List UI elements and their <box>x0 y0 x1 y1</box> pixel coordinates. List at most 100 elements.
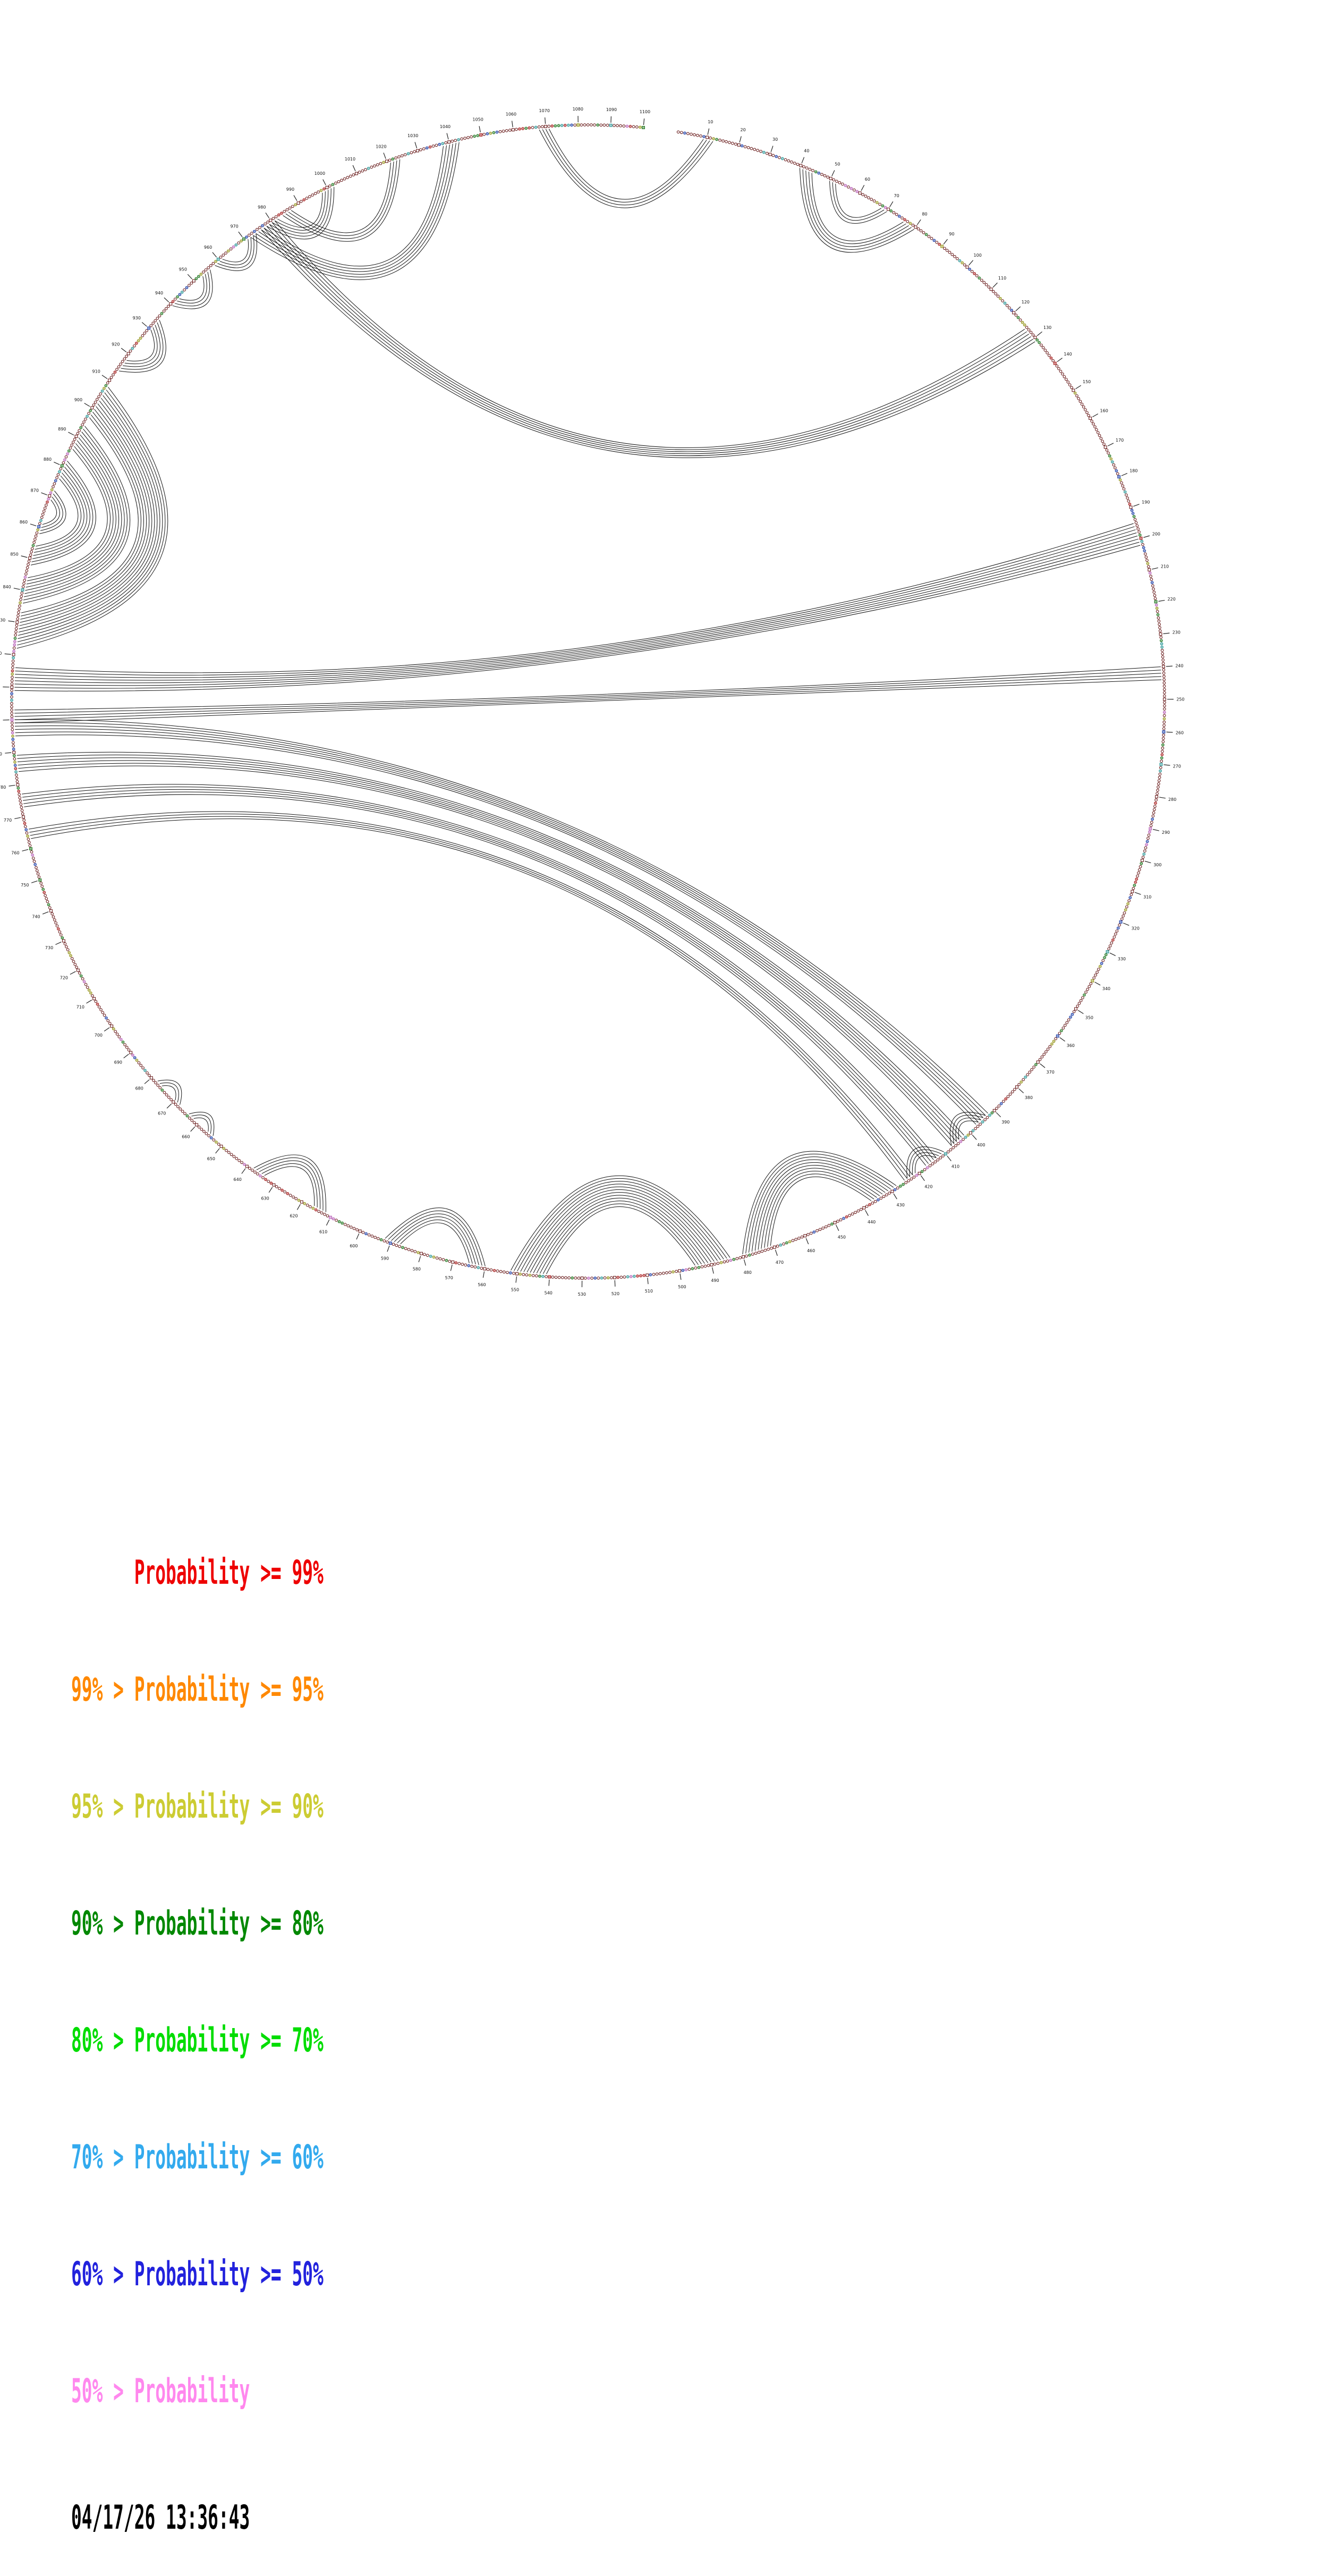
svg-text:510: 510 <box>645 1289 653 1294</box>
svg-text:70: 70 <box>894 193 899 198</box>
legend-row-99: Probability >= 99% <box>71 1553 324 1592</box>
svg-text:750: 750 <box>21 883 29 888</box>
svg-text:990: 990 <box>286 187 294 192</box>
svg-text:530: 530 <box>578 1292 586 1297</box>
svg-text:230: 230 <box>1172 630 1180 635</box>
svg-text:1100: 1100 <box>640 109 650 114</box>
legend-row-70: 80% > Probability >= 70% <box>71 2021 324 2060</box>
svg-text:240: 240 <box>1175 663 1183 668</box>
svg-text:320: 320 <box>1132 926 1140 931</box>
svg-text:50: 50 <box>835 162 840 167</box>
svg-text:730: 730 <box>45 945 53 950</box>
svg-text:220: 220 <box>1168 597 1176 602</box>
svg-text:120: 120 <box>1022 300 1030 305</box>
svg-text:140: 140 <box>1064 352 1072 357</box>
svg-text:480: 480 <box>744 1270 752 1275</box>
svg-text:900: 900 <box>74 398 82 402</box>
svg-text:440: 440 <box>868 1220 876 1224</box>
svg-text:850: 850 <box>10 552 18 557</box>
tick-mark-layer: 1020304050607080901001101201301401501601… <box>0 107 1185 1297</box>
svg-text:610: 610 <box>319 1229 327 1234</box>
svg-text:910: 910 <box>92 369 100 374</box>
legend-row-50: 60% > Probability >= 50% <box>71 2254 324 2294</box>
svg-text:560: 560 <box>478 1282 486 1287</box>
svg-text:620: 620 <box>290 1214 298 1219</box>
svg-text:670: 670 <box>158 1111 166 1116</box>
svg-text:60: 60 <box>865 177 870 182</box>
svg-text:660: 660 <box>182 1135 190 1139</box>
svg-text:690: 690 <box>114 1060 122 1065</box>
svg-text:1060: 1060 <box>506 112 516 116</box>
svg-text:150: 150 <box>1083 379 1091 384</box>
legend-row-80: 90% > Probability >= 80% <box>71 1904 324 1943</box>
svg-text:540: 540 <box>545 1290 553 1295</box>
svg-text:380: 380 <box>1025 1095 1033 1100</box>
svg-text:630: 630 <box>261 1196 269 1201</box>
svg-text:590: 590 <box>381 1256 389 1261</box>
svg-text:350: 350 <box>1085 1015 1093 1020</box>
svg-text:1030: 1030 <box>407 133 418 138</box>
base-pair-arc-layer <box>14 129 1161 1274</box>
svg-text:720: 720 <box>60 975 68 980</box>
svg-text:840: 840 <box>3 585 11 589</box>
svg-text:160: 160 <box>1100 408 1108 413</box>
svg-text:920: 920 <box>112 342 120 347</box>
svg-text:340: 340 <box>1102 986 1110 991</box>
svg-text:1050: 1050 <box>472 117 483 122</box>
svg-text:640: 640 <box>234 1177 242 1182</box>
legend-row-60: 70% > Probability >= 60% <box>71 2138 324 2177</box>
svg-text:650: 650 <box>207 1156 215 1161</box>
svg-text:290: 290 <box>1162 830 1170 835</box>
svg-text:780: 780 <box>0 785 6 790</box>
svg-text:1090: 1090 <box>606 107 617 112</box>
svg-text:470: 470 <box>776 1260 784 1265</box>
svg-text:450: 450 <box>838 1235 846 1240</box>
svg-text:410: 410 <box>951 1164 959 1169</box>
svg-text:30: 30 <box>772 137 778 142</box>
svg-text:870: 870 <box>31 488 39 493</box>
svg-text:370: 370 <box>1047 1070 1055 1075</box>
svg-text:1080: 1080 <box>573 107 583 112</box>
svg-text:1010: 1010 <box>345 157 355 162</box>
svg-text:20: 20 <box>741 128 746 132</box>
svg-text:100: 100 <box>974 253 982 258</box>
circle-plot-svg: 1020304050607080901001101201301401501601… <box>0 0 1317 1382</box>
legend-row-95: 99% > Probability >= 95% <box>71 1670 324 1709</box>
svg-text:210: 210 <box>1161 564 1169 569</box>
svg-text:790: 790 <box>0 751 2 756</box>
svg-text:550: 550 <box>511 1287 519 1292</box>
svg-text:460: 460 <box>807 1248 815 1253</box>
svg-text:130: 130 <box>1043 325 1051 330</box>
svg-text:250: 250 <box>1176 697 1184 702</box>
svg-text:260: 260 <box>1176 731 1184 736</box>
svg-text:390: 390 <box>1001 1120 1009 1125</box>
svg-text:40: 40 <box>804 149 809 154</box>
svg-text:960: 960 <box>204 245 212 250</box>
svg-text:570: 570 <box>445 1276 453 1280</box>
svg-text:400: 400 <box>977 1143 985 1147</box>
svg-text:700: 700 <box>95 1033 103 1038</box>
svg-text:830: 830 <box>0 618 5 622</box>
probability-legend: Probability >= 99% 99% > Probability >= … <box>71 1475 324 2576</box>
svg-text:1000: 1000 <box>315 171 325 176</box>
svg-text:1070: 1070 <box>539 108 550 113</box>
svg-text:190: 190 <box>1142 500 1150 504</box>
svg-text:950: 950 <box>179 267 187 272</box>
svg-text:520: 520 <box>611 1291 619 1296</box>
svg-text:770: 770 <box>4 818 12 823</box>
svg-text:90: 90 <box>949 232 954 237</box>
svg-text:10: 10 <box>708 120 713 124</box>
svg-text:930: 930 <box>133 316 141 320</box>
svg-text:360: 360 <box>1067 1043 1075 1048</box>
svg-text:580: 580 <box>413 1266 421 1271</box>
svg-text:890: 890 <box>58 427 66 432</box>
svg-text:420: 420 <box>924 1184 932 1189</box>
svg-text:110: 110 <box>998 276 1006 281</box>
svg-text:430: 430 <box>897 1203 905 1207</box>
svg-text:330: 330 <box>1118 957 1126 961</box>
svg-text:490: 490 <box>711 1278 719 1283</box>
svg-text:500: 500 <box>678 1285 686 1289</box>
legend-row-90: 95% > Probability >= 90% <box>71 1787 324 1826</box>
svg-text:860: 860 <box>20 520 28 525</box>
